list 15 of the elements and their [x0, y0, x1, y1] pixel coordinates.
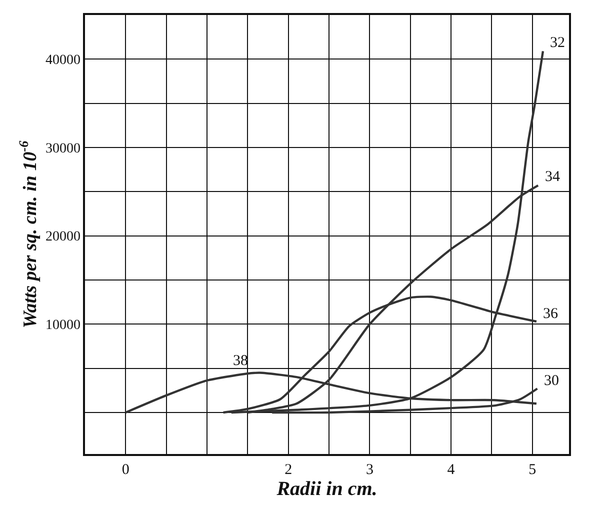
x-tick-label: 5: [528, 462, 536, 478]
x-tick-label: 0: [122, 462, 130, 478]
series-label: 34: [545, 169, 560, 185]
x-tick-label: 2: [284, 462, 292, 478]
x-tick-label: 3: [366, 462, 374, 478]
y-tick-label: 20000: [45, 230, 80, 245]
series-label: 32: [550, 35, 565, 51]
series-label: 30: [544, 373, 559, 389]
y-tick-label: 40000: [45, 53, 80, 68]
x-axis-title: Radii in cm.: [276, 478, 378, 500]
series-label: 38: [233, 353, 248, 369]
y-tick-label: 10000: [45, 318, 80, 334]
y-tick-label: 30000: [45, 141, 80, 156]
x-tick-label: 4: [447, 462, 456, 478]
series-label: 36: [543, 306, 558, 322]
